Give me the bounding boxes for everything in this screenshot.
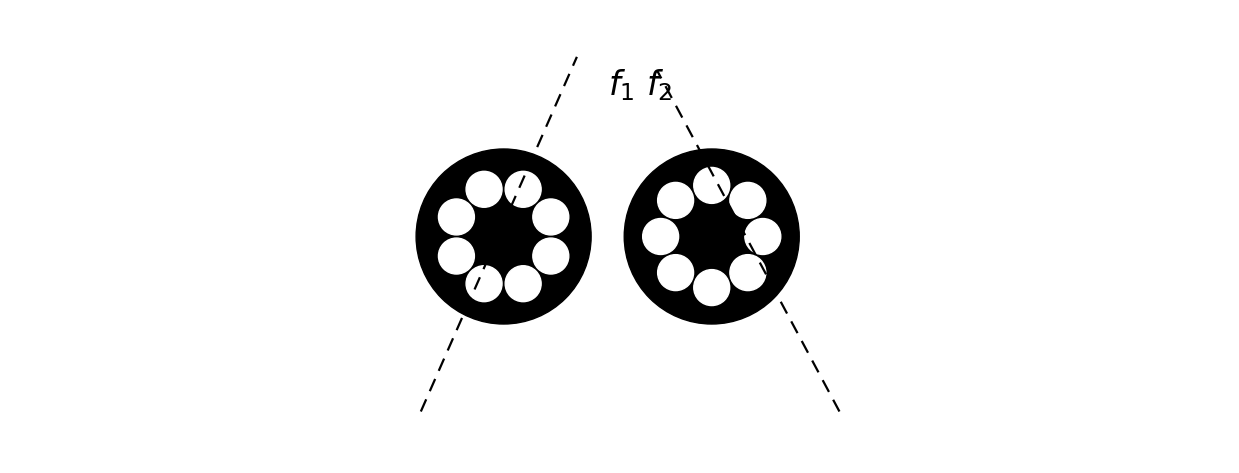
Text: $f_2$: $f_2$ xyxy=(646,67,672,103)
Circle shape xyxy=(658,254,694,290)
Circle shape xyxy=(506,266,541,302)
Circle shape xyxy=(730,183,766,219)
Circle shape xyxy=(466,171,502,207)
Circle shape xyxy=(730,254,766,290)
Circle shape xyxy=(694,270,730,306)
Text: $f_1$: $f_1$ xyxy=(607,67,634,103)
Circle shape xyxy=(506,171,541,207)
Circle shape xyxy=(658,183,694,219)
Circle shape xyxy=(694,167,730,203)
Circle shape xyxy=(466,266,502,302)
Circle shape xyxy=(745,219,781,254)
Circle shape xyxy=(624,149,799,324)
Circle shape xyxy=(439,199,475,235)
Circle shape xyxy=(439,238,475,274)
Circle shape xyxy=(533,199,569,235)
Circle shape xyxy=(416,149,591,324)
Circle shape xyxy=(533,238,569,274)
Circle shape xyxy=(643,219,679,254)
